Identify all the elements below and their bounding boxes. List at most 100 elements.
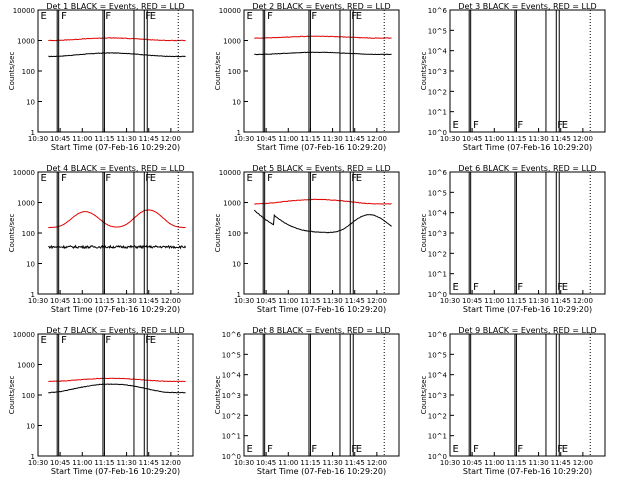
x-tick-label: 10:45 — [50, 135, 70, 143]
series-line-lld — [48, 209, 186, 229]
ef-marker-letter: E — [150, 11, 156, 22]
y-tick-label: 10^0 — [428, 129, 447, 137]
x-tick-label: 11:00 — [278, 135, 298, 143]
x-axis-label: Start Time (07-Feb-16 10:29:20) — [51, 467, 180, 476]
chart-panel-9: Det 9 BLACK = Events, RED = LLD 10^0 10^1 1… — [420, 326, 606, 476]
x-tick-label: 10:30 — [440, 297, 460, 305]
y-tick-label: 10^2 — [428, 250, 447, 258]
x-tick-label: 11:15 — [94, 459, 114, 467]
x-tick-label: 11:00 — [72, 297, 92, 305]
series-line-events — [48, 383, 186, 394]
x-tick-label: 12:00 — [367, 297, 387, 305]
x-tick-label: 10:45 — [462, 459, 482, 467]
y-tick-label: 10000 — [13, 7, 35, 15]
x-tick-label: 11:30 — [322, 459, 342, 467]
x-tick-label: 10:30 — [234, 297, 254, 305]
y-tick-label: 10^6 — [428, 331, 448, 339]
chart-panel-2: Det 2 BLACK = Events, RED = LLD 1 10 100 100… — [214, 2, 400, 152]
ef-marker-letter: F — [105, 173, 111, 184]
ef-marker-letter: E — [562, 120, 568, 131]
ef-marker-letter: F — [557, 282, 563, 293]
x-tick-label: 11:15 — [300, 459, 320, 467]
ef-marker-letter: E — [562, 444, 568, 455]
y-tick-label: 10^2 — [222, 412, 241, 420]
y-tick-label: 10^4 — [222, 372, 242, 380]
x-axis-label: Start Time (07-Feb-16 10:29:20) — [257, 143, 386, 152]
x-tick-label: 11:30 — [322, 135, 342, 143]
ef-marker-letter: E — [40, 173, 46, 184]
y-tick-label: 10 — [26, 423, 35, 431]
y-tick-label: 1 — [31, 291, 35, 299]
ef-marker-letter: F — [351, 444, 357, 455]
x-tick-label: 11:15 — [506, 297, 526, 305]
series-line-events — [48, 244, 187, 250]
ef-marker-letter: F — [61, 173, 67, 184]
x-tick-label: 11:00 — [484, 459, 504, 467]
plot-frame — [449, 333, 606, 457]
plot-frame — [449, 9, 606, 133]
y-tick-label: 100 — [22, 68, 35, 76]
y-tick-label: 10000 — [219, 7, 241, 15]
x-tick-label: 11:30 — [116, 135, 136, 143]
ef-marker-letter: E — [452, 120, 458, 131]
ef-marker-letter: F — [61, 335, 67, 346]
ef-marker-letter: E — [356, 11, 362, 22]
ef-marker-letter: F — [145, 173, 151, 184]
x-tick-label: 10:45 — [256, 459, 276, 467]
ef-marker-letter: E — [246, 173, 252, 184]
plot-frame — [243, 9, 400, 133]
y-tick-label: 1000 — [17, 362, 35, 370]
x-axis-label: Start Time (07-Feb-16 10:29:20) — [257, 305, 386, 314]
y-tick-label: 10^1 — [428, 109, 447, 117]
ef-marker-letter: E — [40, 335, 46, 346]
ef-marker-letter: F — [105, 11, 111, 22]
y-axis-label: Counts/sec — [8, 376, 16, 415]
ef-marker-letter: F — [61, 11, 67, 22]
ef-marker-letter: F — [145, 11, 151, 22]
y-axis-label: Counts/sec — [420, 214, 428, 253]
x-axis-label: Start Time (07-Feb-16 10:29:20) — [51, 305, 180, 314]
x-tick-label: 11:15 — [94, 135, 114, 143]
plot-frame — [37, 333, 194, 457]
x-axis-label: Start Time (07-Feb-16 10:29:20) — [257, 467, 386, 476]
y-tick-label: 100 — [22, 392, 35, 400]
y-tick-label: 10^2 — [428, 88, 447, 96]
y-tick-label: 1 — [237, 129, 241, 137]
chart-title: Det 9 BLACK = Events, RED = LLD — [458, 326, 596, 335]
ef-marker-letter: E — [150, 335, 156, 346]
x-tick-label: 11:45 — [551, 297, 571, 305]
y-tick-label: 10^1 — [428, 271, 447, 279]
ef-marker-letter: F — [557, 120, 563, 131]
x-tick-label: 11:15 — [506, 135, 526, 143]
ef-marker-letter: F — [351, 173, 357, 184]
x-tick-label: 11:15 — [300, 135, 320, 143]
x-tick-label: 11:45 — [345, 297, 365, 305]
series-line-events — [48, 52, 186, 58]
x-tick-label: 12:00 — [161, 297, 181, 305]
y-tick-label: 100 — [228, 230, 241, 238]
ef-marker-letter: E — [246, 11, 252, 22]
y-tick-label: 10 — [26, 99, 35, 107]
y-tick-label: 10^6 — [428, 169, 448, 177]
x-tick-label: 11:45 — [551, 459, 571, 467]
chart-title: Det 4 BLACK = Events, RED = LLD — [46, 164, 184, 173]
ef-marker-letter: F — [557, 444, 563, 455]
y-tick-label: 1000 — [17, 200, 35, 208]
y-tick-label: 1 — [31, 129, 35, 137]
x-tick-label: 11:30 — [116, 459, 136, 467]
x-tick-label: 11:45 — [345, 135, 365, 143]
ef-marker-letter: F — [105, 335, 111, 346]
y-tick-label: 10^5 — [428, 27, 447, 35]
chart-title: Det 1 BLACK = Events, RED = LLD — [46, 2, 184, 11]
x-tick-label: 11:45 — [139, 135, 159, 143]
y-tick-label: 10^6 — [222, 331, 242, 339]
chart-title: Det 2 BLACK = Events, RED = LLD — [252, 2, 390, 11]
plot-frame — [37, 171, 194, 295]
y-tick-label: 1000 — [223, 200, 241, 208]
chart-title: Det 8 BLACK = Events, RED = LLD — [252, 326, 390, 335]
x-tick-label: 11:45 — [551, 135, 571, 143]
x-axis-label: Start Time (07-Feb-16 10:29:20) — [463, 467, 592, 476]
series-line-lld — [48, 37, 186, 42]
x-tick-label: 10:45 — [50, 459, 70, 467]
